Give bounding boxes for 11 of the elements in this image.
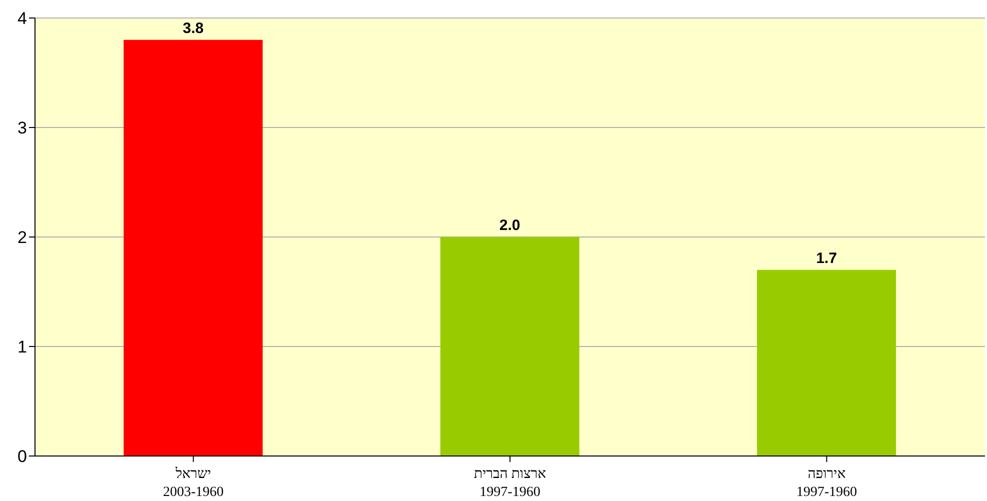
data-label: 1.7 <box>816 250 837 267</box>
y-tick-label: 2 <box>18 228 27 248</box>
bar <box>440 237 580 456</box>
bar <box>124 40 263 456</box>
y-tick-label: 0 <box>18 447 27 466</box>
y-tick-label: 3 <box>18 118 27 138</box>
bar <box>757 270 896 456</box>
data-label: 2.0 <box>499 217 520 234</box>
y-tick-label: 1 <box>18 338 27 357</box>
y-tick-label: 4 <box>18 9 27 28</box>
data-label: 3.8 <box>182 20 204 37</box>
